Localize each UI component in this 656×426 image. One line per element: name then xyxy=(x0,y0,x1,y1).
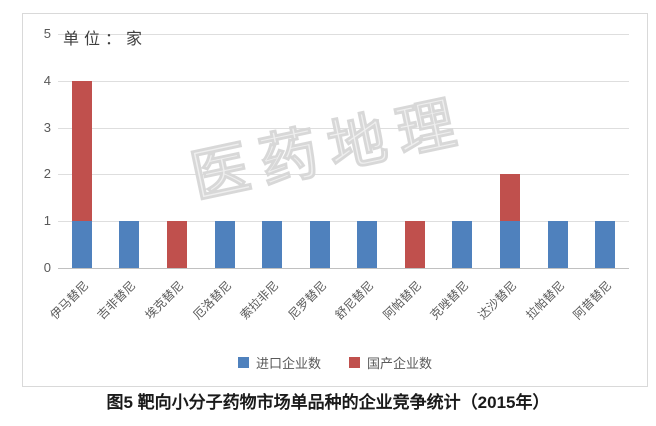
legend-label: 国产企业数 xyxy=(367,355,433,371)
bar-11 xyxy=(548,221,568,268)
gridline-3 xyxy=(58,128,629,129)
legend-swatch xyxy=(349,356,360,368)
legend-item: 国产企业数 xyxy=(349,353,432,372)
y-axis-tick-label: 1 xyxy=(43,213,51,228)
bar-4 xyxy=(215,221,235,268)
bar-segment-import xyxy=(119,221,139,268)
figure-caption: 图5 靶向小分子药物市场单品种的企业竞争统计（2015年） xyxy=(106,393,550,412)
gridline-2 xyxy=(58,174,629,175)
bar-8 xyxy=(405,221,425,268)
bar-segment-domestic xyxy=(500,174,520,222)
bar-2 xyxy=(119,221,139,268)
bar-segment-domestic xyxy=(167,221,187,268)
bar-9 xyxy=(452,221,472,268)
bar-7 xyxy=(357,221,377,268)
y-axis-tick-label: 3 xyxy=(43,120,51,135)
x-axis-line xyxy=(58,268,629,269)
legend-label: 进口企业数 xyxy=(255,355,321,371)
y-axis-tick-label: 0 xyxy=(43,260,51,275)
bar-segment-import xyxy=(595,221,615,268)
bar-5 xyxy=(262,221,282,268)
bar-segment-domestic xyxy=(72,80,92,222)
legend-swatch xyxy=(237,356,249,368)
bar-segment-import xyxy=(548,221,568,268)
gridline-5 xyxy=(58,34,629,35)
bar-segment-import xyxy=(262,221,282,268)
bar-10 xyxy=(500,174,520,268)
bar-segment-import xyxy=(72,221,92,268)
bar-1 xyxy=(72,80,92,268)
legend-item: 进口企业数 xyxy=(237,353,321,372)
bar-segment-domestic xyxy=(405,221,425,268)
legend: 进口企业数 国产企业数 xyxy=(23,353,647,371)
bar-segment-import xyxy=(357,221,377,268)
bar-segment-import xyxy=(215,221,235,268)
bar-3 xyxy=(167,221,187,268)
y-axis-tick-label: 4 xyxy=(43,73,51,88)
y-axis-tick-label: 2 xyxy=(43,166,51,181)
bar-12 xyxy=(595,221,615,268)
bar-segment-import xyxy=(310,221,330,268)
bar-6 xyxy=(310,221,330,268)
chart-frame: 单位：家 医药地理 进口企业数 国产企业数 0 1 2 3 4 5 伊马替尼 吉非替尼 埃克替尼厄… xyxy=(22,13,648,387)
bar-segment-import xyxy=(500,221,520,268)
gridline-4 xyxy=(58,81,629,82)
plot-area xyxy=(58,34,629,269)
unit-label: 单位：家 xyxy=(63,31,148,48)
bar-segment-import xyxy=(452,221,472,268)
y-axis-tick-label: 5 xyxy=(43,26,51,41)
gridline-1 xyxy=(58,221,629,222)
